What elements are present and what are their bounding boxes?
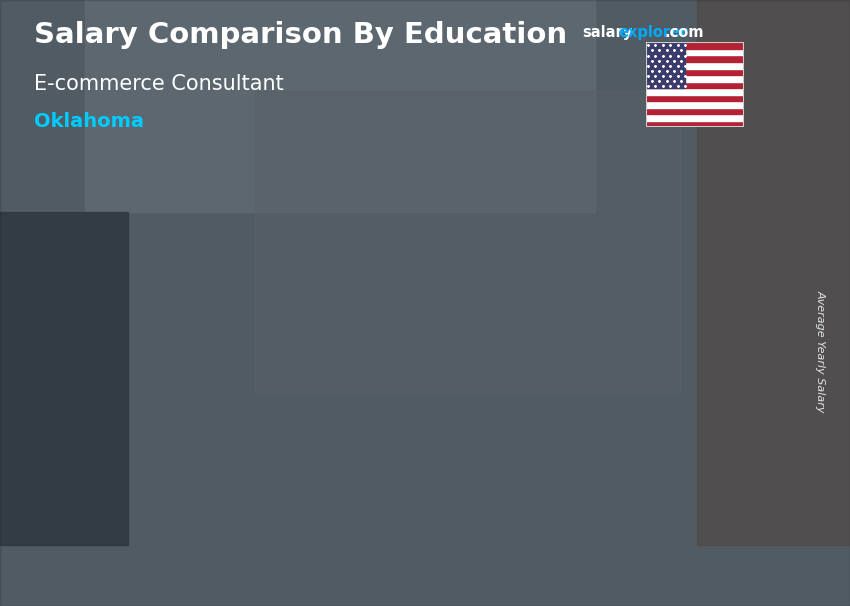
Polygon shape (537, 273, 547, 533)
Polygon shape (178, 358, 188, 533)
Polygon shape (94, 358, 188, 533)
Text: explorer: explorer (619, 25, 688, 41)
Bar (646, 56, 744, 62)
Bar (646, 82, 744, 88)
Bar (646, 114, 744, 121)
Polygon shape (274, 336, 380, 342)
Bar (646, 121, 744, 127)
Text: 86,200 USD: 86,200 USD (96, 379, 186, 393)
Bar (646, 68, 744, 75)
Text: +32%: +32% (379, 230, 446, 250)
Text: 159,000 USD: 159,000 USD (629, 231, 729, 245)
Text: salary: salary (582, 25, 632, 41)
Bar (697, 0, 850, 545)
Polygon shape (367, 336, 380, 533)
Polygon shape (274, 336, 285, 533)
Polygon shape (453, 273, 547, 533)
Polygon shape (188, 358, 201, 533)
Text: 128,000 USD: 128,000 USD (450, 294, 550, 308)
Polygon shape (632, 210, 643, 533)
Text: +24%: +24% (568, 180, 636, 200)
Bar (646, 75, 744, 82)
Bar (646, 95, 744, 101)
Polygon shape (358, 336, 367, 533)
Bar (646, 101, 744, 108)
Bar (646, 88, 744, 95)
Text: Average Yearly Salary: Average Yearly Salary (815, 290, 825, 413)
Polygon shape (453, 273, 464, 533)
Text: .com: .com (665, 25, 704, 41)
Bar (646, 108, 744, 114)
Bar (85, 0, 595, 212)
Bar (646, 42, 685, 88)
Polygon shape (547, 273, 559, 533)
Polygon shape (94, 358, 201, 364)
Polygon shape (717, 210, 726, 533)
Bar (646, 42, 744, 49)
Text: +13%: +13% (188, 276, 255, 296)
Bar (646, 49, 744, 56)
Bar (646, 62, 744, 68)
Text: 97,200 USD: 97,200 USD (275, 356, 366, 371)
Polygon shape (94, 358, 105, 533)
Bar (0, 212, 128, 545)
Polygon shape (632, 210, 739, 220)
Polygon shape (632, 210, 726, 533)
Bar (255, 91, 680, 394)
Polygon shape (274, 336, 367, 533)
Polygon shape (726, 210, 739, 533)
Text: Oklahoma: Oklahoma (34, 112, 144, 131)
Text: E-commerce Consultant: E-commerce Consultant (34, 74, 284, 94)
Polygon shape (453, 273, 559, 281)
Text: Salary Comparison By Education: Salary Comparison By Education (34, 21, 567, 49)
